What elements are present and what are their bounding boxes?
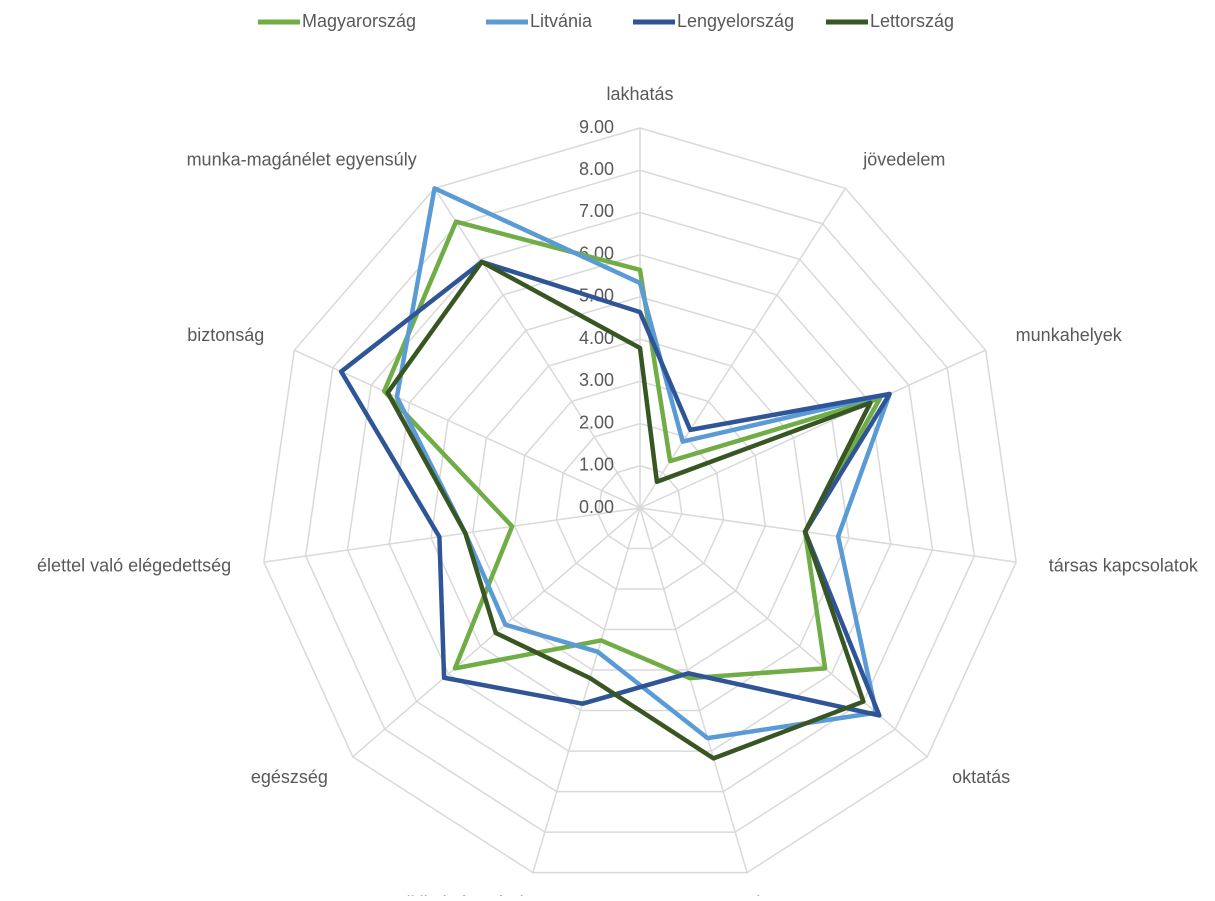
tick-label: 9.00 bbox=[579, 117, 614, 137]
tick-label: 2.00 bbox=[579, 412, 614, 432]
tick-label: 0.00 bbox=[579, 497, 614, 517]
axis-spoke bbox=[639, 349, 986, 509]
category-label: munkahelyek bbox=[1016, 325, 1123, 345]
axis-spoke bbox=[639, 507, 748, 873]
category-label: jövedelem bbox=[862, 149, 945, 169]
grid-ring bbox=[304, 169, 976, 833]
category-label: élettel való elégedettség bbox=[37, 556, 231, 576]
grid-ring bbox=[388, 253, 892, 752]
axis-spoke bbox=[263, 507, 641, 563]
series-line bbox=[381, 219, 883, 681]
tick-label: 7.00 bbox=[579, 201, 614, 221]
category-label: egészség bbox=[251, 767, 328, 787]
legend-label: Lengyelország bbox=[677, 11, 794, 31]
legend-label: Litvánia bbox=[530, 11, 593, 31]
axis-spoke bbox=[639, 507, 1017, 563]
axis-spoke bbox=[639, 187, 847, 509]
category-label: biztonság bbox=[187, 325, 264, 345]
grid-ring bbox=[263, 127, 1017, 874]
axis-spoke bbox=[532, 507, 641, 873]
grid-ring bbox=[346, 211, 934, 793]
legend-label: Magyarország bbox=[302, 11, 416, 31]
category-label: társas kapcsolatok bbox=[1049, 556, 1199, 576]
category-label: lakhatás bbox=[606, 84, 673, 104]
tick-label: 1.00 bbox=[579, 455, 614, 475]
category-label: oktatás bbox=[952, 767, 1010, 787]
tick-label: 4.00 bbox=[579, 328, 614, 348]
tick-label: 3.00 bbox=[579, 370, 614, 390]
legend-label: Lettország bbox=[870, 11, 954, 31]
grid-ring bbox=[597, 464, 683, 550]
grid-ring bbox=[555, 422, 725, 590]
category-label: munka-magánélet egyensúly bbox=[187, 149, 417, 169]
tick-label: 8.00 bbox=[579, 159, 614, 179]
axis-spoke bbox=[294, 349, 641, 509]
series-line bbox=[338, 259, 892, 718]
axis-spoke bbox=[433, 187, 641, 509]
series-line bbox=[385, 259, 873, 761]
